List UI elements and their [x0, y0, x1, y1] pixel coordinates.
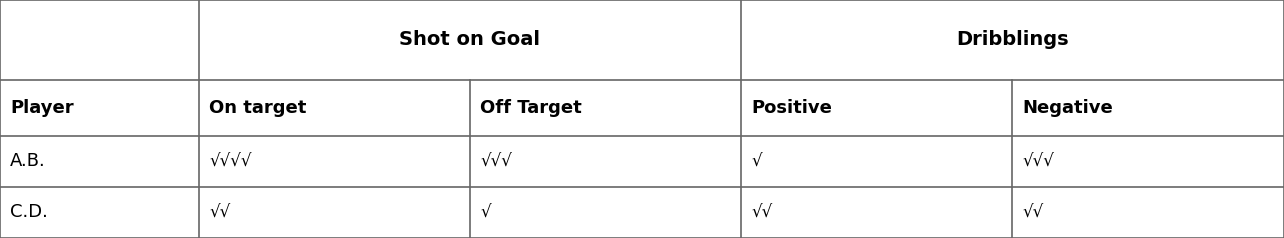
Text: A.B.: A.B.: [10, 152, 46, 170]
Text: C.D.: C.D.: [10, 203, 48, 221]
Text: On target: On target: [209, 99, 307, 117]
Text: Positive: Positive: [751, 99, 832, 117]
Text: Negative: Negative: [1022, 99, 1113, 117]
Text: √√: √√: [209, 203, 231, 221]
Text: √: √: [751, 152, 761, 170]
Text: Off Target: Off Target: [480, 99, 582, 117]
Text: Player: Player: [10, 99, 74, 117]
Text: √√√√: √√√√: [209, 152, 252, 170]
Text: Shot on Goal: Shot on Goal: [399, 30, 541, 49]
Text: √: √: [480, 203, 490, 221]
Text: Dribblings: Dribblings: [957, 30, 1068, 49]
Text: √√: √√: [751, 203, 773, 221]
Text: √√√: √√√: [1022, 152, 1054, 170]
Text: √√: √√: [1022, 203, 1044, 221]
Text: √√√: √√√: [480, 152, 512, 170]
